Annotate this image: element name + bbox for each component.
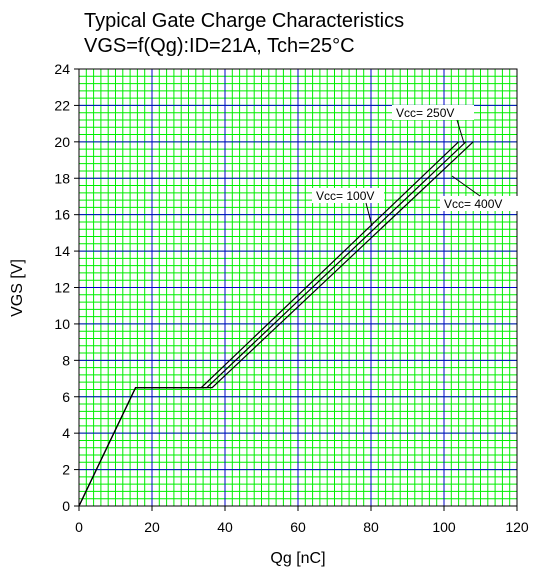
x-tick-labels: 0 20 40 60 80 100 120 — [75, 519, 529, 535]
annotation-label-vcc-400v: Vcc= 400V — [444, 197, 502, 211]
y-axis-label: VGS [V] — [9, 259, 26, 317]
x-tick-label: 60 — [290, 519, 306, 535]
series-lines — [78, 141, 474, 507]
annotation-vcc-250v: Vcc= 250V — [392, 105, 474, 144]
y-tick-label: 24 — [54, 61, 70, 77]
x-tick-label: 40 — [217, 519, 233, 535]
y-tick-label: 6 — [62, 389, 70, 405]
series-annotations: Vcc= 250V Vcc= 100V Vcc= 400V — [312, 105, 522, 227]
chart-title: Typical Gate Charge Characteristics — [84, 10, 404, 32]
annotation-vcc-100v: Vcc= 100V — [312, 188, 384, 227]
y-tick-label: 22 — [54, 97, 70, 113]
x-tick-label: 0 — [75, 519, 83, 535]
series-line-2 — [78, 141, 474, 507]
x-axis-label: Qg [nC] — [270, 550, 325, 567]
annotation-vcc-400v: Vcc= 400V — [440, 175, 522, 211]
x-tick-label: 20 — [144, 519, 160, 535]
y-tick-label: 8 — [62, 352, 70, 368]
y-tick-label: 10 — [54, 316, 70, 332]
y-tick-label: 0 — [62, 498, 70, 514]
y-tick-label: 20 — [54, 134, 70, 150]
y-tick-label: 12 — [54, 280, 70, 296]
y-tick-label: 14 — [54, 243, 70, 259]
tick-marks — [74, 68, 518, 511]
y-tick-label: 4 — [62, 425, 70, 441]
y-tick-label: 2 — [62, 462, 70, 478]
annotation-label-vcc-100v: Vcc= 100V — [316, 189, 374, 203]
annotation-label-vcc-250v: Vcc= 250V — [396, 106, 454, 120]
chart-subtitle: VGS=f(Qg):ID=21A, Tch=25°C — [84, 35, 355, 57]
x-tick-label: 120 — [505, 519, 529, 535]
x-tick-label: 100 — [432, 519, 456, 535]
x-tick-label: 80 — [363, 519, 379, 535]
y-tick-label: 16 — [54, 207, 70, 223]
y-tick-label: 18 — [54, 170, 70, 186]
